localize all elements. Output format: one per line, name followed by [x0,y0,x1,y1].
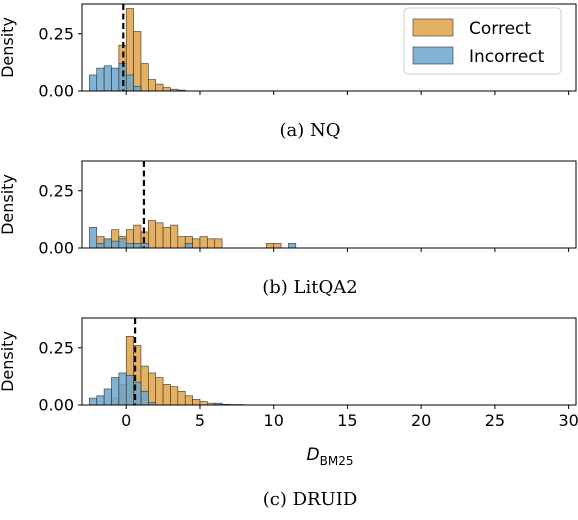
correct-bar [162,384,171,406]
y-tick-label: 0.25 [38,181,74,200]
incorrect-bar [125,74,134,92]
axes-frame [81,3,577,92]
axes-frame [81,160,577,249]
incorrect-bar [125,374,134,406]
correct-bar [148,79,157,92]
legend: Correct Incorrect [403,7,562,75]
correct-bar [273,243,282,249]
y-tick-label: 0.25 [38,24,74,43]
correct-bar [148,220,157,249]
correct-bar [140,63,149,92]
panel-3: 0.00 0.25 0 5 10 15 20 25 30 Density (c) DRUID [0,317,578,510]
incorrect-bar [103,388,112,406]
panel-1: 0.00 0.25 Density (a) NQ Correct Incorrect [0,3,577,141]
correct-bar [192,238,201,249]
incorrect-bar [96,243,105,249]
correct-bar [155,83,164,92]
incorrect-bar [103,238,112,249]
legend-swatch-correct [412,18,454,37]
incorrect-bar [111,240,120,249]
panel-caption: (a) NQ [279,120,340,141]
incorrect-bar [111,67,120,92]
panel-caption: (c) DRUID [263,489,358,510]
x-tick-label: 20 [411,411,431,430]
y-tick-label: 0.25 [38,338,74,357]
correct-bar [199,401,208,406]
correct-bar [207,238,216,249]
x-axis-label-main: D [307,445,320,465]
incorrect-bar [133,243,142,249]
incorrect-bar [103,65,112,92]
incorrect-bar [184,243,193,249]
y-axis-label: Density [0,331,17,392]
incorrect-bar [96,67,105,92]
y-axis-label: Density [0,174,17,235]
correct-bar [214,238,223,249]
incorrect-bar [96,395,105,406]
axes-frame [81,317,577,406]
x-tick-label: 30 [558,411,578,430]
panel-2: 0.00 0.25 Density (b) LitQA2 [0,160,577,298]
correct-bar [199,236,208,249]
correct-bar [170,224,179,249]
x-tick-label: 15 [337,411,357,430]
y-axis-label: Density [0,17,17,78]
x-tick-label: 10 [264,411,284,430]
incorrect-bar [89,227,98,249]
correct-bar [177,236,186,249]
incorrect-bar [89,397,98,406]
correct-bar [266,243,275,249]
correct-bar [184,395,193,406]
incorrect-bar [288,243,297,249]
x-axis-label-subscript: BM25 [320,454,354,468]
correct-bar [162,87,171,92]
correct-bar [133,31,142,92]
x-tick-label: 5 [195,411,205,430]
incorrect-bar [118,63,127,92]
correct-bar [155,377,164,406]
legend-swatch-incorrect [412,46,454,65]
incorrect-bar [118,372,127,406]
x-tick-label: 25 [485,411,505,430]
y-tick-label: 0.00 [38,396,74,415]
incorrect-bar [133,86,142,92]
correct-bar [162,227,171,249]
incorrect-bar [125,243,134,249]
legend-label-incorrect: Incorrect [469,47,545,67]
panel-caption: (b) LitQA2 [262,277,357,298]
y-tick-label: 0.00 [38,239,74,258]
x-axis-label: DBM25 [307,445,354,468]
legend-label-correct: Correct [469,19,531,39]
correct-bar [170,386,179,406]
incorrect-bar [118,238,127,249]
correct-bar [148,372,157,406]
correct-bar [155,222,164,249]
correct-bar [177,390,186,406]
y-tick-label: 0.00 [38,82,74,101]
incorrect-bar [140,390,149,406]
correct-bar [192,398,201,406]
incorrect-bar [111,377,120,406]
incorrect-bar [89,74,98,92]
x-tick-label: 0 [121,411,131,430]
